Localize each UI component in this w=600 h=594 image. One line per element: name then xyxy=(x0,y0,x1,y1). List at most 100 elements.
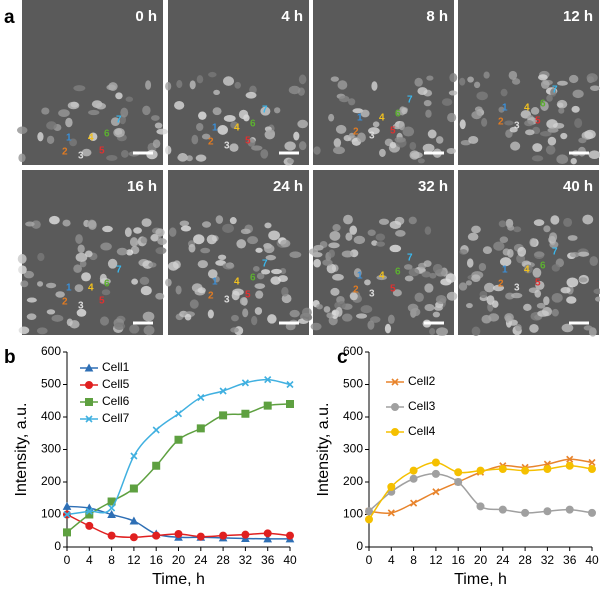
nucleus xyxy=(229,217,237,225)
nucleus xyxy=(577,251,590,257)
nucleus xyxy=(150,233,159,242)
nucleus xyxy=(465,280,472,286)
nucleus xyxy=(335,124,347,134)
nucleus xyxy=(360,305,373,314)
nucleus xyxy=(517,246,527,257)
nucleus xyxy=(500,88,508,97)
x-tick-label: 24 xyxy=(194,553,208,567)
nucleus xyxy=(343,214,353,225)
nucleus xyxy=(583,325,593,331)
nucleus xyxy=(493,241,505,251)
cell-label: 6 xyxy=(250,119,256,130)
nucleus xyxy=(567,235,578,241)
nucleus xyxy=(106,154,118,161)
legend-marker xyxy=(85,381,93,389)
marker xyxy=(409,474,418,483)
nucleus xyxy=(424,303,435,312)
nucleus xyxy=(73,85,86,92)
nucleus xyxy=(51,314,64,322)
marker xyxy=(129,484,138,493)
legend-marker xyxy=(85,398,93,406)
nucleus xyxy=(165,278,172,287)
nucleus xyxy=(401,107,408,115)
nucleus xyxy=(446,291,458,301)
nucleus xyxy=(301,307,312,317)
cell-label: 7 xyxy=(407,95,413,106)
marker xyxy=(219,411,228,420)
nucleus xyxy=(557,80,568,86)
nucleus xyxy=(66,318,73,327)
nucleus xyxy=(570,158,577,165)
nucleus xyxy=(349,225,358,235)
nucleus xyxy=(265,254,277,261)
nucleus xyxy=(414,292,424,302)
nucleus xyxy=(479,290,488,299)
nucleus xyxy=(207,269,218,279)
nucleus xyxy=(256,272,265,280)
nucleus xyxy=(353,235,366,245)
nucleus xyxy=(371,240,378,246)
nucleus xyxy=(348,98,356,106)
marker xyxy=(263,401,272,410)
nucleus xyxy=(95,102,106,110)
nucleus xyxy=(215,215,224,224)
cell-label: 5 xyxy=(245,290,251,301)
x-tick-label: 0 xyxy=(366,553,373,567)
nucleus xyxy=(79,260,87,268)
nuclei xyxy=(459,70,600,165)
nucleus xyxy=(143,325,155,336)
marker xyxy=(409,466,418,475)
nucleus xyxy=(229,143,239,152)
marker xyxy=(62,501,72,510)
nucleus xyxy=(471,225,481,234)
nucleus xyxy=(222,262,235,270)
nucleus xyxy=(434,305,443,311)
nucleus xyxy=(471,274,481,282)
marker xyxy=(387,509,395,517)
nucleus xyxy=(423,260,432,267)
nucleus xyxy=(165,145,172,155)
nucleus xyxy=(124,227,132,237)
nucleus xyxy=(152,139,161,148)
nucleus xyxy=(372,121,380,128)
nucleus xyxy=(547,127,559,133)
nuclei xyxy=(313,73,458,164)
x-tick-label: 40 xyxy=(283,553,297,567)
nucleus xyxy=(322,259,333,266)
nucleus xyxy=(476,91,488,101)
nucleus xyxy=(582,214,594,225)
nucleus xyxy=(436,327,449,336)
x-tick-label: 16 xyxy=(452,553,466,567)
cell-label: 6 xyxy=(540,99,546,110)
nucleus xyxy=(513,226,522,233)
panel-letter: c xyxy=(337,347,348,368)
nucleus xyxy=(508,70,518,80)
cell-label: 5 xyxy=(99,296,105,307)
marker xyxy=(543,465,552,473)
nucleus xyxy=(155,228,165,237)
nucleus xyxy=(316,303,323,310)
nucleus xyxy=(529,237,537,247)
y-tick-label: 600 xyxy=(41,344,61,358)
nucleus xyxy=(45,282,57,289)
nucleus xyxy=(510,292,523,299)
nucleus xyxy=(446,147,457,155)
cell-label: 5 xyxy=(535,278,541,289)
nucleus xyxy=(23,270,35,279)
nucleus xyxy=(549,232,558,242)
cell-label: 1 xyxy=(66,133,72,144)
nucleus xyxy=(73,264,82,273)
marker xyxy=(130,452,138,460)
nucleus xyxy=(268,230,280,241)
cell-label: 3 xyxy=(224,295,230,306)
nucleus xyxy=(569,251,580,258)
marker xyxy=(565,461,574,470)
y-tick-label: 100 xyxy=(41,507,61,521)
nucleus xyxy=(458,282,468,291)
cell-label: 6 xyxy=(395,109,401,120)
nucleus xyxy=(114,322,126,330)
cell-label: 6 xyxy=(250,273,256,284)
nucleus xyxy=(176,80,183,89)
nucleus xyxy=(427,129,437,139)
nucleus xyxy=(175,285,182,295)
